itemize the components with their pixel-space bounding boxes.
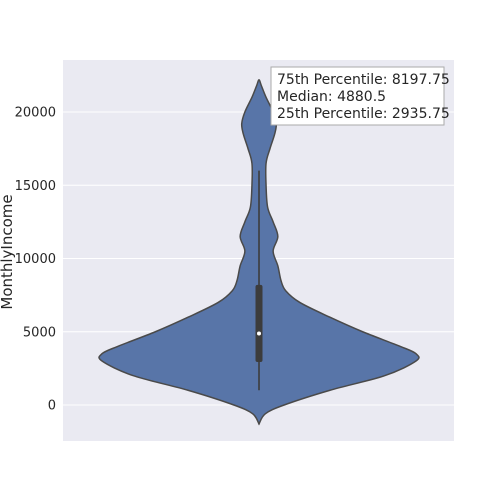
y-tick-labels: 0 5000 10000 15000 20000 [15, 106, 56, 414]
y-axis-label: MonthlyIncome [0, 194, 16, 309]
y-tick-label: 20000 [15, 106, 56, 121]
y-tick-label: 15000 [15, 179, 56, 194]
iqr-box [255, 284, 263, 362]
stats-annotation: 75th Percentile: 8197.75 Median: 4880.5 … [270, 66, 450, 126]
y-tick-label: 10000 [15, 252, 56, 267]
y-tick-label: 5000 [23, 325, 56, 340]
median-marker [257, 331, 261, 336]
annotation-line-q3: 75th Percentile: 8197.75 [277, 72, 450, 88]
annotation-line-q1: 25th Percentile: 2935.75 [277, 106, 450, 122]
annotation-box [270, 66, 445, 126]
annotation-line-median: Median: 4880.5 [277, 89, 386, 105]
y-tick-label: 0 [48, 399, 56, 414]
